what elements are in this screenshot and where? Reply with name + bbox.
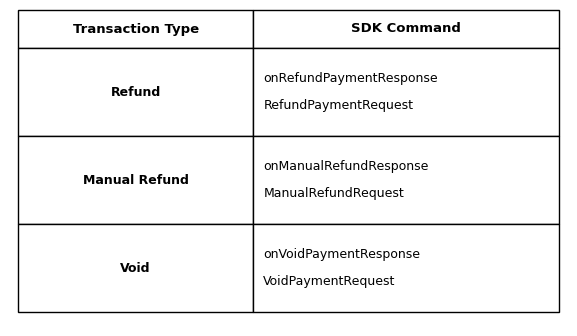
Bar <box>253 224 559 312</box>
Text: VoidPaymentRequest: VoidPaymentRequest <box>263 275 396 288</box>
Text: ManualRefundRequest: ManualRefundRequest <box>263 187 404 200</box>
Text: Void: Void <box>121 261 151 275</box>
Text: RefundPaymentRequest: RefundPaymentRequest <box>263 99 413 112</box>
Bar <box>253 48 559 136</box>
Text: SDK Command: SDK Command <box>351 23 461 36</box>
Text: Transaction Type: Transaction Type <box>73 23 198 36</box>
Bar <box>18 48 253 136</box>
Text: Manual Refund: Manual Refund <box>83 173 189 186</box>
Bar <box>18 10 253 48</box>
Text: Refund: Refund <box>111 85 161 98</box>
Bar <box>18 136 253 224</box>
Bar <box>18 224 253 312</box>
Text: onVoidPaymentResponse: onVoidPaymentResponse <box>263 248 420 261</box>
Text: onRefundPaymentResponse: onRefundPaymentResponse <box>263 72 438 85</box>
Bar <box>253 136 559 224</box>
Bar <box>253 10 559 48</box>
Text: onManualRefundResponse: onManualRefundResponse <box>263 160 429 173</box>
